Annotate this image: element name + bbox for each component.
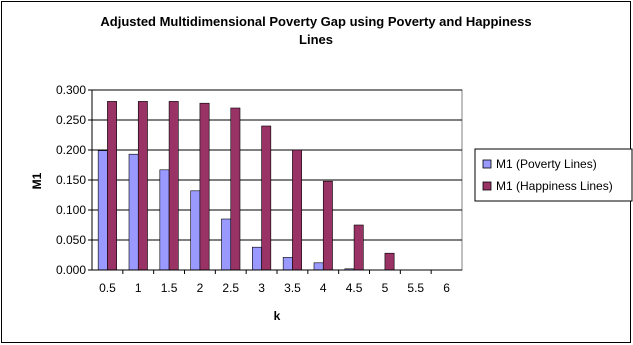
bar-poverty <box>97 150 108 271</box>
bar-poverty <box>313 262 324 271</box>
x-tick-labels: 0.5 1 1.5 2 2.5 3 3.5 4 4.5 5 5.5 6 <box>99 281 450 295</box>
x-tick-label: 2 <box>197 281 204 295</box>
x-tick-label: 1.5 <box>161 281 178 295</box>
legend-swatch-poverty <box>482 159 492 169</box>
bar-happiness <box>384 252 395 271</box>
x-tick-label: 1 <box>135 281 142 295</box>
bar-happiness <box>292 149 302 271</box>
bar-happiness <box>107 101 117 271</box>
bar-poverty <box>190 190 201 271</box>
x-tick-label: 3 <box>258 281 265 295</box>
y-tick-label: 0.000 <box>56 263 86 277</box>
bar-happiness <box>199 102 210 271</box>
y-tick-label: 0.100 <box>56 203 86 217</box>
bar-poverty <box>221 218 232 271</box>
bar-happiness <box>230 107 241 271</box>
bar-happiness <box>168 101 179 271</box>
bar-happiness <box>137 101 148 271</box>
bar-poverty <box>252 246 262 271</box>
bar-happiness <box>261 125 272 271</box>
x-tick-label: 5.5 <box>407 281 424 295</box>
x-axis-title: k <box>274 309 281 323</box>
axes <box>88 89 462 274</box>
y-tick-label: 0.050 <box>56 233 86 247</box>
x-tick-label: 5 <box>382 281 389 295</box>
y-tick-labels: 0.000 0.050 0.100 0.150 0.200 0.250 0.300 <box>56 83 86 277</box>
x-tick-label: 3.5 <box>284 281 301 295</box>
x-tick-label: 4.5 <box>346 281 363 295</box>
y-tick-label: 0.150 <box>56 173 86 187</box>
x-tick-label: 6 <box>443 281 450 295</box>
x-tick-label: 4 <box>320 281 327 295</box>
x-tick-label: 2.5 <box>222 281 239 295</box>
legend-label-poverty: M1 (Poverty Lines) <box>496 157 597 171</box>
legend-box <box>474 148 633 202</box>
y-tick-label: 0.200 <box>56 143 86 157</box>
plot-area: 0.000 0.050 0.100 0.150 0.200 0.250 0.300 0.5 1… <box>56 83 463 295</box>
legend-label-happiness: M1 (Happiness Lines) <box>496 179 613 193</box>
bar-happiness <box>353 224 364 271</box>
bar-poverty <box>282 257 293 271</box>
x-tick-label: 0.5 <box>99 281 116 295</box>
bar-happiness <box>322 180 333 271</box>
bar-poverty <box>159 169 170 271</box>
bar-poverty <box>128 153 139 271</box>
legend: M1 (Poverty Lines) M1 (Happiness Lines) <box>474 148 633 202</box>
y-tick-label: 0.250 <box>56 113 86 127</box>
gridlines <box>92 89 462 241</box>
y-tick-label: 0.300 <box>56 83 86 97</box>
legend-swatch-happiness <box>482 181 492 191</box>
y-axis-title: M1 <box>30 172 44 189</box>
chart-title-line2: Lines <box>299 32 333 47</box>
chart-title-line1: Adjusted Multidimensional Poverty Gap us… <box>100 14 531 29</box>
